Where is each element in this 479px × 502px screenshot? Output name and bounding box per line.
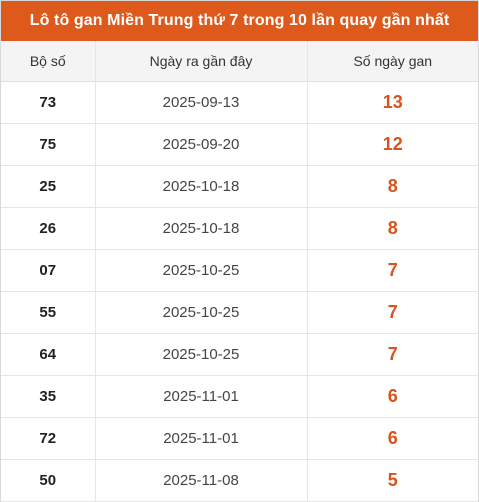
cell-so-ngay-gan: 13 bbox=[307, 81, 478, 124]
table-row: 55 2025-10-25 7 bbox=[1, 291, 478, 334]
cell-ngay-ra: 2025-11-01 bbox=[95, 417, 308, 460]
table-row: 64 2025-10-25 7 bbox=[1, 333, 478, 376]
table-row: 35 2025-11-01 6 bbox=[1, 375, 478, 418]
cell-bo-so: 55 bbox=[1, 291, 96, 334]
cell-so-ngay-gan: 8 bbox=[307, 207, 478, 250]
cell-ngay-ra: 2025-09-20 bbox=[95, 123, 308, 166]
cell-so-ngay-gan: 7 bbox=[307, 333, 478, 376]
cell-ngay-ra: 2025-10-18 bbox=[95, 207, 308, 250]
lo-gan-table: Bộ số Ngày ra gần đây Số ngày gan 73 202… bbox=[1, 41, 478, 502]
cell-so-ngay-gan: 7 bbox=[307, 291, 478, 334]
cell-bo-so: 25 bbox=[1, 165, 96, 208]
cell-bo-so: 26 bbox=[1, 207, 96, 250]
cell-ngay-ra: 2025-11-08 bbox=[95, 459, 308, 502]
cell-bo-so: 07 bbox=[1, 249, 96, 292]
cell-ngay-ra: 2025-10-25 bbox=[95, 291, 308, 334]
cell-bo-so: 35 bbox=[1, 375, 96, 418]
cell-so-ngay-gan: 6 bbox=[307, 417, 478, 460]
cell-ngay-ra: 2025-11-01 bbox=[95, 375, 308, 418]
cell-so-ngay-gan: 12 bbox=[307, 123, 478, 166]
cell-so-ngay-gan: 7 bbox=[307, 249, 478, 292]
header-so-ngay-gan: Số ngày gan bbox=[307, 41, 478, 82]
cell-ngay-ra: 2025-10-25 bbox=[95, 249, 308, 292]
cell-ngay-ra: 2025-09-13 bbox=[95, 81, 308, 124]
table-header-row: Bộ số Ngày ra gần đây Số ngày gan bbox=[1, 41, 478, 82]
cell-bo-so: 64 bbox=[1, 333, 96, 376]
cell-bo-so: 50 bbox=[1, 459, 96, 502]
cell-so-ngay-gan: 8 bbox=[307, 165, 478, 208]
table-row: 75 2025-09-20 12 bbox=[1, 123, 478, 166]
cell-so-ngay-gan: 6 bbox=[307, 375, 478, 418]
table-row: 72 2025-11-01 6 bbox=[1, 417, 478, 460]
header-bo-so: Bộ số bbox=[1, 41, 96, 82]
cell-bo-so: 72 bbox=[1, 417, 96, 460]
cell-bo-so: 75 bbox=[1, 123, 96, 166]
cell-bo-so: 73 bbox=[1, 81, 96, 124]
table-row: 73 2025-09-13 13 bbox=[1, 81, 478, 124]
cell-so-ngay-gan: 5 bbox=[307, 459, 478, 502]
table-row: 25 2025-10-18 8 bbox=[1, 165, 478, 208]
table-title: Lô tô gan Miền Trung thứ 7 trong 10 lần … bbox=[1, 1, 478, 41]
table-row: 50 2025-11-08 5 bbox=[1, 459, 478, 502]
cell-ngay-ra: 2025-10-18 bbox=[95, 165, 308, 208]
table-row: 07 2025-10-25 7 bbox=[1, 249, 478, 292]
header-ngay-ra: Ngày ra gần đây bbox=[95, 41, 308, 82]
cell-ngay-ra: 2025-10-25 bbox=[95, 333, 308, 376]
table-row: 26 2025-10-18 8 bbox=[1, 207, 478, 250]
